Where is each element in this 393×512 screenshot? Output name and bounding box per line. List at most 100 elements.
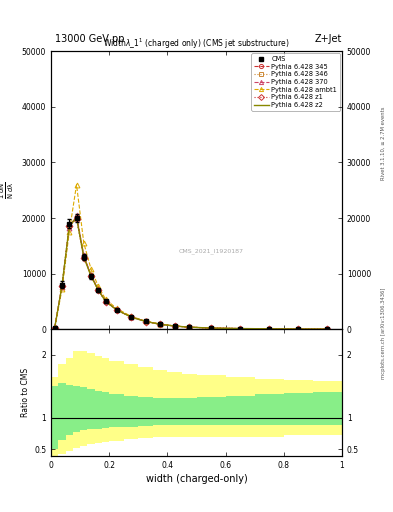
Pythia 6.428 z1 (52, 325, 57, 331)
Pythia 6.428 370 (89, 272, 94, 279)
Pythia 6.428 ambt1 (158, 321, 163, 327)
Pythia 6.428 346 (103, 298, 108, 305)
Pythia 6.428 345 (173, 323, 177, 329)
Pythia 6.428 345 (325, 326, 330, 332)
Pythia 6.428 345 (81, 253, 86, 260)
Pythia 6.428 ambt1 (129, 313, 134, 319)
Pythia 6.428 ambt1 (96, 283, 101, 289)
Pythia 6.428 z2 (296, 326, 301, 332)
Pythia 6.428 370 (96, 286, 101, 292)
Legend: CMS, Pythia 6.428 345, Pythia 6.428 346, Pythia 6.428 370, Pythia 6.428 ambt1, P: CMS, Pythia 6.428 345, Pythia 6.428 346,… (252, 53, 340, 111)
Pythia 6.428 ambt1 (173, 323, 177, 329)
Pythia 6.428 ambt1 (114, 305, 119, 311)
Pythia 6.428 370 (129, 314, 134, 320)
Pythia 6.428 z2 (238, 326, 242, 332)
Pythia 6.428 345 (158, 321, 163, 327)
Pythia 6.428 ambt1 (187, 324, 192, 330)
Pythia 6.428 ambt1 (103, 296, 108, 302)
Pythia 6.428 ambt1 (60, 286, 64, 292)
Pythia 6.428 346 (296, 326, 301, 332)
Text: mcplots.cern.ch [arXiv:1306.3436]: mcplots.cern.ch [arXiv:1306.3436] (381, 287, 386, 378)
Text: CMS_2021_I1920187: CMS_2021_I1920187 (178, 248, 244, 254)
Pythia 6.428 z2 (114, 307, 119, 313)
Pythia 6.428 370 (114, 306, 119, 312)
X-axis label: width (charged-only): width (charged-only) (146, 474, 247, 484)
Pythia 6.428 345 (60, 283, 64, 289)
Pythia 6.428 345 (89, 273, 94, 279)
Pythia 6.428 ambt1 (74, 182, 79, 188)
Pythia 6.428 346 (267, 326, 272, 332)
Pythia 6.428 370 (187, 324, 192, 330)
Pythia 6.428 346 (96, 287, 101, 293)
Pythia 6.428 346 (67, 222, 72, 228)
Pythia 6.428 z1 (96, 287, 101, 293)
Text: 13000 GeV pp: 13000 GeV pp (55, 33, 125, 44)
Pythia 6.428 345 (267, 326, 272, 332)
Pythia 6.428 z1 (67, 223, 72, 229)
Pythia 6.428 345 (238, 326, 242, 332)
Pythia 6.428 346 (60, 282, 64, 288)
Pythia 6.428 z1 (81, 254, 86, 261)
Text: Z+Jet: Z+Jet (314, 33, 342, 44)
Pythia 6.428 z1 (74, 216, 79, 222)
Pythia 6.428 z2 (187, 324, 192, 330)
Pythia 6.428 346 (74, 215, 79, 221)
Pythia 6.428 z1 (173, 323, 177, 329)
Pythia 6.428 z1 (143, 318, 148, 325)
Pythia 6.428 z1 (114, 307, 119, 313)
Pythia 6.428 z2 (173, 323, 177, 329)
Pythia 6.428 370 (81, 252, 86, 259)
Line: Pythia 6.428 z2: Pythia 6.428 z2 (55, 218, 327, 329)
Pythia 6.428 z1 (158, 321, 163, 327)
Pythia 6.428 z1 (325, 326, 330, 332)
Pythia 6.428 370 (209, 325, 213, 331)
Pythia 6.428 370 (52, 325, 57, 331)
Pythia 6.428 370 (296, 326, 301, 332)
Pythia 6.428 346 (81, 253, 86, 260)
Pythia 6.428 z2 (209, 325, 213, 331)
Pythia 6.428 z1 (209, 325, 213, 331)
Pythia 6.428 370 (74, 212, 79, 218)
Pythia 6.428 z1 (238, 326, 242, 332)
Pythia 6.428 346 (173, 323, 177, 329)
Pythia 6.428 z2 (74, 215, 79, 221)
Line: Pythia 6.428 345: Pythia 6.428 345 (52, 215, 330, 332)
Pythia 6.428 ambt1 (52, 325, 57, 331)
Pythia 6.428 370 (67, 225, 72, 231)
Pythia 6.428 346 (143, 318, 148, 325)
Line: Pythia 6.428 370: Pythia 6.428 370 (52, 213, 330, 332)
Pythia 6.428 345 (96, 287, 101, 293)
Pythia 6.428 z1 (296, 326, 301, 332)
Pythia 6.428 370 (60, 284, 64, 290)
Text: Rivet 3.1.10, ≥ 2.7M events: Rivet 3.1.10, ≥ 2.7M events (381, 106, 386, 180)
Pythia 6.428 z2 (60, 283, 64, 289)
Pythia 6.428 z2 (267, 326, 272, 332)
Pythia 6.428 ambt1 (89, 266, 94, 272)
Pythia 6.428 345 (67, 223, 72, 229)
Pythia 6.428 z2 (67, 223, 72, 229)
Pythia 6.428 z1 (129, 314, 134, 320)
Pythia 6.428 346 (89, 273, 94, 279)
Pythia 6.428 z1 (187, 324, 192, 330)
Pythia 6.428 z2 (129, 314, 134, 320)
Pythia 6.428 z2 (325, 326, 330, 332)
Pythia 6.428 345 (296, 326, 301, 332)
Pythia 6.428 ambt1 (67, 229, 72, 235)
Pythia 6.428 z2 (143, 318, 148, 325)
Pythia 6.428 346 (52, 325, 57, 331)
Pythia 6.428 ambt1 (209, 325, 213, 331)
Pythia 6.428 z1 (103, 298, 108, 305)
Pythia 6.428 370 (103, 298, 108, 304)
Pythia 6.428 345 (129, 314, 134, 320)
Pythia 6.428 346 (238, 326, 242, 332)
Pythia 6.428 345 (52, 325, 57, 331)
Y-axis label: $\frac{1}{\mathrm{N}}\frac{d\mathrm{N}}{d\mathrm{\lambda}}$: $\frac{1}{\mathrm{N}}\frac{d\mathrm{N}}{… (0, 181, 16, 199)
Pythia 6.428 370 (325, 326, 330, 332)
Pythia 6.428 345 (114, 307, 119, 313)
Pythia 6.428 z2 (158, 321, 163, 327)
Pythia 6.428 346 (187, 324, 192, 330)
Line: Pythia 6.428 346: Pythia 6.428 346 (52, 215, 330, 332)
Pythia 6.428 346 (158, 321, 163, 327)
Pythia 6.428 346 (129, 314, 134, 320)
Pythia 6.428 ambt1 (81, 240, 86, 246)
